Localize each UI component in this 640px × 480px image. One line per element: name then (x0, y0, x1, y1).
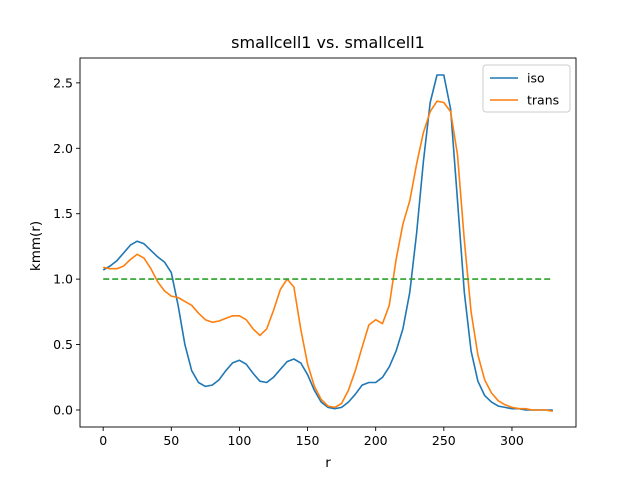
y-tick-label: 0.5 (53, 337, 73, 352)
legend-label-trans: trans (527, 93, 559, 108)
y-axis-label: kmm(r) (28, 221, 44, 271)
x-tick-label: 100 (227, 433, 251, 448)
x-axis-label: r (325, 455, 331, 471)
axes-frame (79, 57, 577, 428)
plot-area: 0 50 100 150 200 250 300 0.0 0.5 1.0 1.5 2.0 2.5 (53, 57, 577, 448)
x-tick-label: 150 (296, 433, 320, 448)
y-tick-label: 1.0 (53, 272, 73, 287)
y-tick-label: 1.5 (53, 206, 73, 221)
y-tick-label: 2.0 (53, 141, 73, 156)
x-tick-label: 200 (364, 433, 388, 448)
x-tick-label: 50 (163, 433, 179, 448)
y-tick-label: 2.5 (53, 75, 73, 90)
legend: iso trans (482, 64, 571, 113)
x-tick-label: 300 (500, 433, 524, 448)
legend-label-iso: iso (527, 71, 545, 86)
series-line-iso (102, 74, 553, 411)
series-line-trans (103, 100, 553, 413)
chart-title: smallcell1 vs. smallcell1 (231, 33, 425, 52)
x-tick-label: 250 (432, 433, 456, 448)
y-tick-label: 0.0 (53, 402, 73, 417)
x-tick-label: 0 (99, 433, 107, 448)
